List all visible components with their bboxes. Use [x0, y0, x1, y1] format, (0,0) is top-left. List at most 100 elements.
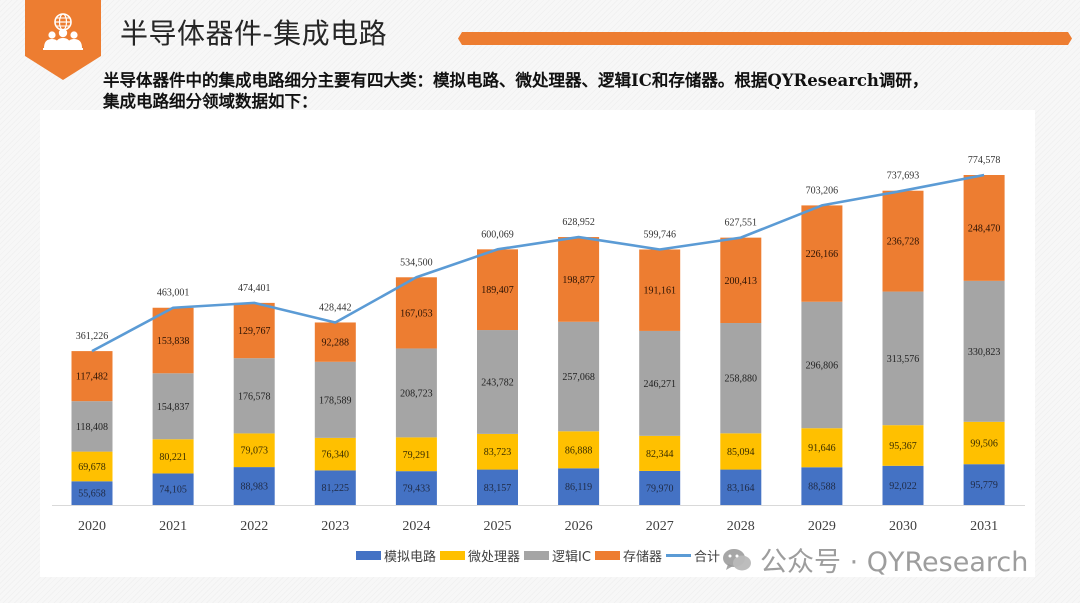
bar-segment-4 [233, 302, 275, 359]
bar-segment-3 [71, 401, 113, 452]
globe-people-icon [43, 13, 83, 50]
total-data-label: 600,069 [481, 229, 514, 240]
x-tick-label: 2031 [970, 519, 998, 534]
bar-segment-3 [558, 321, 600, 432]
wechat-icon [723, 548, 751, 570]
legend-item: 微处理器 [440, 546, 520, 565]
bar-segment-1 [963, 464, 1005, 505]
legend-color-swatch [524, 551, 550, 560]
header-badge [25, 0, 101, 80]
bar-data-label: 258,880 [725, 374, 758, 385]
bar-data-label: 92,288 [322, 338, 350, 349]
x-tick-label: 2028 [727, 519, 755, 534]
x-tick-label: 2026 [565, 519, 593, 534]
chart-panel: 55,658 69,678 118,408 117,482 74,105 80,221 15… [40, 110, 1035, 577]
bar-segment-4 [314, 322, 356, 362]
bar-data-label: 99,506 [970, 438, 998, 449]
bar-data-label: 88,983 [240, 482, 268, 493]
bar-segment-4 [963, 175, 1005, 281]
intro-line-2: 集成电路细分领域数据如下： [103, 92, 318, 111]
bar-data-label: 86,119 [565, 482, 592, 493]
legend-item: 合计 [665, 546, 720, 565]
total-data-label: 774,578 [968, 155, 1001, 166]
bar-data-label: 83,723 [484, 447, 512, 458]
bar-segment-2 [963, 421, 1005, 465]
bar-data-label: 117,482 [76, 372, 108, 383]
x-tick-label: 2027 [646, 519, 674, 534]
bar-data-label: 167,053 [400, 308, 433, 319]
bar-segment-3 [963, 280, 1005, 422]
bar-data-label: 236,728 [887, 237, 920, 248]
bar-data-label: 79,970 [646, 483, 674, 494]
bar-segment-1 [395, 471, 437, 505]
bar-data-label: 81,225 [322, 483, 350, 494]
legend-item: 存储器 [594, 546, 662, 565]
legend-color-swatch [594, 551, 620, 560]
total-data-label: 361,226 [76, 331, 109, 342]
bar-data-label: 88,588 [808, 482, 836, 493]
bar-segment-4 [71, 351, 113, 402]
intro-text: 半导体器件中的集成电路细分主要有四大类：模拟电路、微处理器、逻辑IC和存储器。根… [103, 70, 1023, 112]
legend-color-swatch [440, 551, 466, 560]
bar-data-label: 296,806 [806, 360, 839, 371]
bar-segment-1 [801, 467, 843, 505]
bar-data-label: 191,161 [643, 286, 676, 297]
bar-data-label: 198,877 [562, 275, 595, 286]
bar-segment-4 [558, 237, 600, 322]
bar-segment-2 [314, 437, 356, 471]
bar-data-label: 226,166 [806, 249, 839, 260]
bar-data-label: 330,823 [968, 347, 1001, 358]
bar-data-label: 118,408 [76, 422, 108, 433]
title-accent-bar [458, 32, 1072, 45]
bar-segment-3 [801, 301, 843, 429]
bar-segment-2 [152, 439, 194, 474]
x-tick-label: 2029 [808, 519, 836, 534]
x-tick-label: 2030 [889, 519, 917, 534]
total-data-label: 599,746 [643, 229, 676, 240]
legend-label: 存储器 [622, 550, 662, 565]
bar-segment-2 [882, 425, 924, 466]
bar-data-label: 154,837 [157, 402, 190, 413]
bar-segment-3 [639, 330, 681, 436]
bar-data-label: 91,646 [808, 443, 836, 454]
bar-data-label: 79,073 [240, 446, 268, 457]
bar-segment-3 [477, 330, 518, 434]
total-data-label: 628,952 [562, 217, 595, 228]
x-tick-label: 2021 [159, 519, 187, 534]
bar-data-label: 85,094 [727, 447, 755, 458]
bar-data-label: 55,658 [78, 489, 106, 500]
bar-data-label: 80,221 [159, 452, 187, 463]
bar-segment-4 [395, 277, 437, 349]
x-tick-label: 2025 [484, 519, 512, 534]
x-tick-label: 2022 [240, 519, 268, 534]
bar-data-label: 76,340 [322, 450, 350, 461]
bar-segment-3 [314, 361, 356, 438]
bar-data-label: 248,470 [968, 223, 1001, 234]
legend-line-swatch [665, 554, 691, 557]
bar-segment-1 [233, 467, 275, 505]
bar-segment-4 [477, 249, 518, 331]
bar-data-label: 178,589 [319, 395, 352, 406]
bar-data-label: 83,164 [727, 483, 755, 494]
x-tick-label: 2020 [78, 519, 106, 534]
bar-data-label: 92,022 [889, 481, 917, 492]
bar-segment-1 [558, 468, 600, 505]
total-data-label: 474,401 [238, 283, 271, 294]
bar-segment-3 [882, 291, 924, 426]
bar-segment-1 [720, 469, 762, 505]
stacked-bar-chart: 55,658 69,678 118,408 117,482 74,105 80,221 15… [52, 155, 1025, 534]
bar-segment-1 [314, 470, 356, 505]
bar-segment-2 [395, 437, 437, 472]
bar-segment-3 [395, 348, 437, 438]
bar-data-label: 189,407 [481, 285, 514, 296]
bar-data-label: 243,782 [481, 377, 514, 388]
bar-data-label: 79,291 [403, 450, 431, 461]
legend-label: 模拟电路 [384, 550, 437, 565]
bar-data-label: 69,678 [78, 462, 106, 473]
bar-data-label: 313,576 [887, 354, 920, 365]
bar-segment-3 [720, 323, 762, 434]
bar-segment-2 [639, 435, 681, 471]
bar-segment-1 [71, 481, 113, 505]
bar-data-label: 200,413 [725, 276, 758, 287]
bar-segment-2 [801, 428, 843, 468]
